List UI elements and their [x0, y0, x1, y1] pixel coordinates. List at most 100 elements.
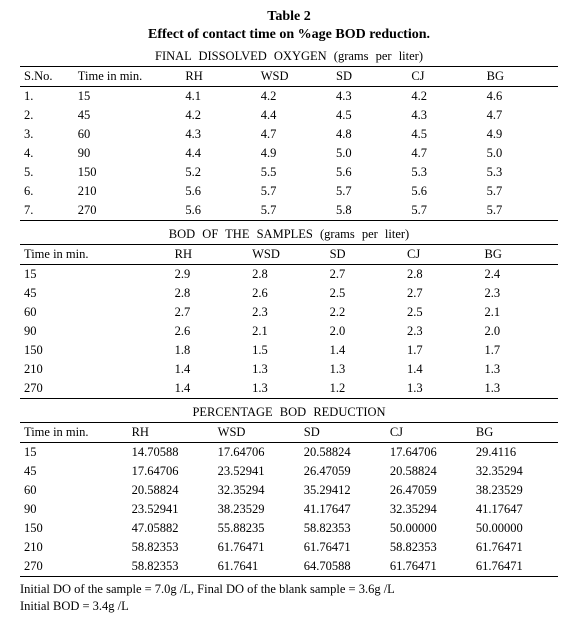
- table-cell: 4.5: [407, 125, 482, 144]
- table-cell: 4.9: [483, 125, 558, 144]
- table-cell: 1.3: [403, 379, 480, 399]
- table-cell: 5.0: [483, 144, 558, 163]
- table-cell: 20.58824: [128, 481, 214, 500]
- table-cell: 7.: [20, 201, 74, 221]
- col-header: RH: [171, 245, 248, 265]
- section1-table: S.No. Time in min. RH WSD SD CJ BG 1.154…: [20, 66, 558, 221]
- table-cell: 15: [20, 265, 171, 285]
- table-row: 4.904.44.95.04.75.0: [20, 144, 558, 163]
- table-cell: 15: [20, 443, 128, 463]
- table-cell: 4.4: [257, 106, 332, 125]
- section3-header: PERCENTAGE BOD REDUCTION: [20, 405, 558, 420]
- table-cell: 5.6: [181, 201, 256, 221]
- table-cell: 4.2: [257, 87, 332, 107]
- table-cell: 5.7: [332, 182, 407, 201]
- table-cell: 150: [20, 519, 128, 538]
- col-header: WSD: [257, 67, 332, 87]
- col-header: RH: [128, 423, 214, 443]
- table-cell: 210: [74, 182, 182, 201]
- table-cell: 2.1: [481, 303, 559, 322]
- table-cell: 2.3: [403, 322, 480, 341]
- table-cell: 2.6: [171, 322, 248, 341]
- table-cell: 5.7: [257, 182, 332, 201]
- table-cell: 1.5: [248, 341, 325, 360]
- table-cell: 1.: [20, 87, 74, 107]
- table-cell: 1.4: [171, 360, 248, 379]
- col-header: WSD: [248, 245, 325, 265]
- table-cell: 2.8: [248, 265, 325, 285]
- table-row: 4517.6470623.5294126.4705920.5882432.352…: [20, 462, 558, 481]
- table-row: 2.454.24.44.54.34.7: [20, 106, 558, 125]
- col-header: WSD: [214, 423, 300, 443]
- table-cell: 1.3: [481, 379, 559, 399]
- table-cell: 58.82353: [128, 557, 214, 577]
- table-cell: 1.4: [403, 360, 480, 379]
- table-row: 1514.7058817.6470620.5882417.6470629.411…: [20, 443, 558, 463]
- table-cell: 4.7: [407, 144, 482, 163]
- col-header: CJ: [407, 67, 482, 87]
- table-cell: 45: [74, 106, 182, 125]
- table-row: 5.1505.25.55.65.35.3: [20, 163, 558, 182]
- table-cell: 3.: [20, 125, 74, 144]
- table-cell: 32.35294: [214, 481, 300, 500]
- table-cell: 5.6: [407, 182, 482, 201]
- table-cell: 4.8: [332, 125, 407, 144]
- footnote-line1: Initial DO of the sample = 7.0g /L, Fina…: [20, 582, 395, 596]
- section3-table: Time in min. RH WSD SD CJ BG 1514.705881…: [20, 422, 558, 577]
- table-row: 2701.41.31.21.31.3: [20, 379, 558, 399]
- table-cell: 5.0: [332, 144, 407, 163]
- table-cell: 1.3: [248, 379, 325, 399]
- table-cell: 2.5: [326, 284, 403, 303]
- table-cell: 55.88235: [214, 519, 300, 538]
- table-cell: 17.64706: [214, 443, 300, 463]
- table-row: 15047.0588255.8823558.8235350.0000050.00…: [20, 519, 558, 538]
- col-header: CJ: [403, 245, 480, 265]
- table-cell: 5.7: [257, 201, 332, 221]
- table-cell: 60: [20, 303, 171, 322]
- table-title: Table 2 Effect of contact time on %age B…: [20, 8, 558, 43]
- section1-head-row: S.No. Time in min. RH WSD SD CJ BG: [20, 67, 558, 87]
- table-cell: 64.70588: [300, 557, 386, 577]
- table-cell: 1.7: [403, 341, 480, 360]
- table-cell: 61.76471: [386, 557, 472, 577]
- table-cell: 4.7: [483, 106, 558, 125]
- table-cell: 45: [20, 284, 171, 303]
- table-cell: 1.8: [171, 341, 248, 360]
- table-cell: 2.3: [248, 303, 325, 322]
- col-header: S.No.: [20, 67, 74, 87]
- table-cell: 4.3: [181, 125, 256, 144]
- table-cell: 4.3: [332, 87, 407, 107]
- table-cell: 26.47059: [300, 462, 386, 481]
- table-cell: 270: [20, 379, 171, 399]
- table-cell: 2.6: [248, 284, 325, 303]
- table-cell: 41.17647: [300, 500, 386, 519]
- table-cell: 4.2: [181, 106, 256, 125]
- table-cell: 150: [74, 163, 182, 182]
- table-cell: 150: [20, 341, 171, 360]
- table-row: 452.82.62.52.72.3: [20, 284, 558, 303]
- table-cell: 5.3: [483, 163, 558, 182]
- table-row: 21058.8235361.7647161.7647158.8235361.76…: [20, 538, 558, 557]
- table-cell: 2.5: [403, 303, 480, 322]
- table-cell: 5.2: [181, 163, 256, 182]
- table-row: 27058.8235361.764164.7058861.7647161.764…: [20, 557, 558, 577]
- table-cell: 4.7: [257, 125, 332, 144]
- table-cell: 61.76471: [300, 538, 386, 557]
- section2-table: Time in min. RH WSD SD CJ BG 152.92.82.7…: [20, 244, 558, 399]
- table-cell: 41.17647: [472, 500, 558, 519]
- table-cell: 4.3: [407, 106, 482, 125]
- table-row: 902.62.12.02.32.0: [20, 322, 558, 341]
- col-header: SD: [332, 67, 407, 87]
- table-cell: 23.52941: [214, 462, 300, 481]
- table-cell: 4.2: [407, 87, 482, 107]
- table-cell: 5.: [20, 163, 74, 182]
- table-cell: 270: [74, 201, 182, 221]
- table-cell: 61.7641: [214, 557, 300, 577]
- table-cell: 58.82353: [128, 538, 214, 557]
- table-cell: 20.58824: [300, 443, 386, 463]
- table-cell: 5.7: [407, 201, 482, 221]
- table-cell: 2.2: [326, 303, 403, 322]
- table-cell: 5.6: [332, 163, 407, 182]
- title-line2: Effect of contact time on %age BOD reduc…: [148, 27, 430, 42]
- section2-header: BOD OF THE SAMPLES (grams per liter): [20, 227, 558, 242]
